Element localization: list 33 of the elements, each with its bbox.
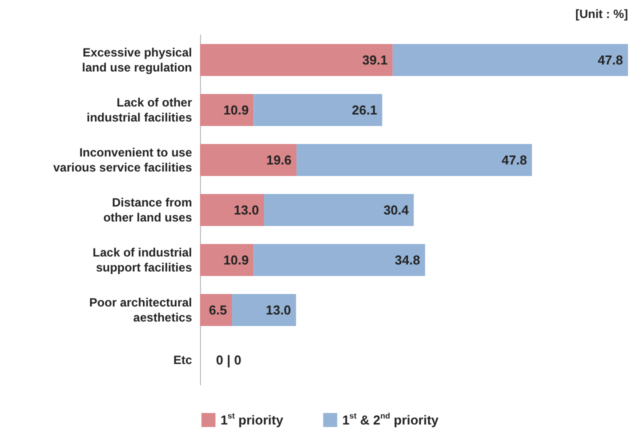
bar: [296, 144, 532, 176]
text: [Unit : %]: [575, 7, 628, 21]
data-label: 13.0: [266, 302, 292, 318]
data-label: 30.4: [383, 202, 410, 218]
bar: [254, 94, 382, 126]
bar: [200, 44, 393, 76]
y-tick-label: Etc: [173, 353, 192, 367]
y-tick-label: Poor architectural aesthetics: [89, 296, 192, 324]
annotation: 0 | 0: [216, 352, 242, 368]
data-label: 19.6: [266, 152, 292, 168]
bar: [264, 194, 414, 226]
data-label: 34.8: [394, 252, 420, 268]
y-tick-label: Lack of industrial support facilities: [92, 246, 192, 274]
data-label: 10.9: [223, 252, 249, 268]
data-label: 13.0: [234, 202, 260, 218]
bar: [254, 244, 426, 276]
bar: [200, 294, 232, 326]
bar: [232, 294, 296, 326]
data-label: 10.9: [223, 102, 249, 118]
data-label: 47.8: [502, 152, 527, 168]
data-label: 26.1: [352, 102, 378, 118]
data-label: 39.1: [362, 52, 388, 68]
bar: [200, 244, 254, 276]
bar: [200, 94, 254, 126]
bar: [392, 44, 628, 76]
data-label: 6.5: [208, 302, 228, 318]
data-label: 47.8: [598, 52, 623, 68]
y-tick-label: Inconvenient to use various service facilities: [53, 146, 192, 174]
bar: [200, 144, 297, 176]
y-tick-label: Excessive physical land use regulation: [82, 46, 192, 74]
y-tick-label: Distance from other land uses: [103, 196, 192, 224]
y-tick-label: Lack of other industrial facilities: [86, 96, 192, 124]
bar: [200, 194, 264, 226]
